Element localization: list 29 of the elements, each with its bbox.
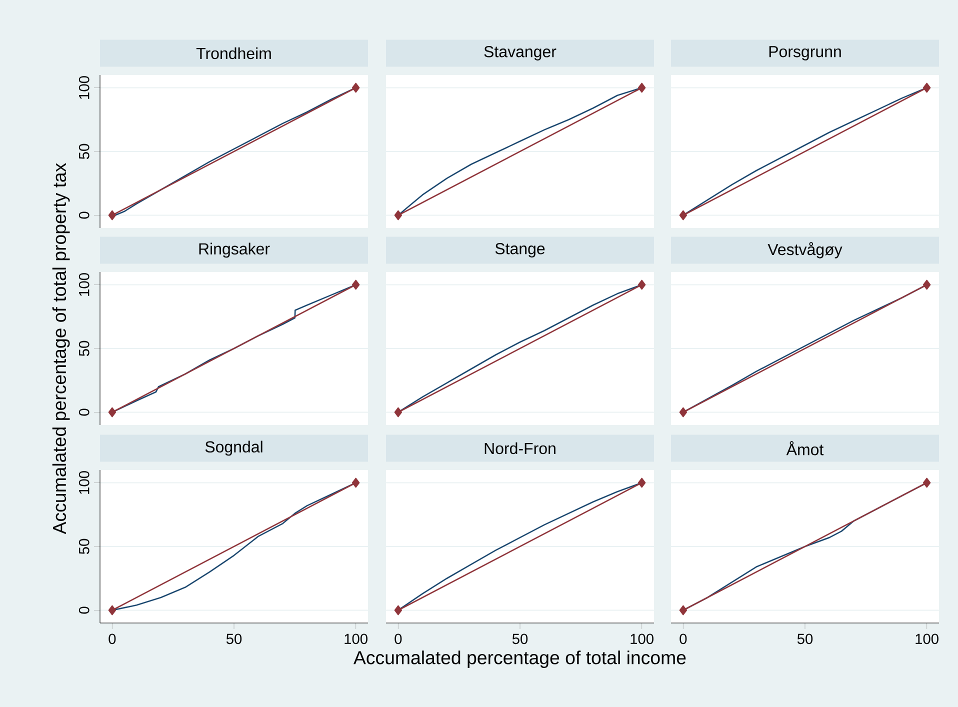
- x-tick-label: 100: [630, 634, 654, 644]
- chart-title: Stavanger: [484, 46, 556, 60]
- chart-title: Porsgrunn: [769, 46, 841, 60]
- y-tick-label: 50: [78, 538, 90, 554]
- y-tick-label: 0: [78, 606, 90, 614]
- y-tick-label: 0: [78, 212, 90, 219]
- x-tick-label: 100: [916, 634, 938, 644]
- x-tick-label: 0: [108, 634, 116, 644]
- x-tick-label: 50: [512, 634, 528, 644]
- y-tick-label: 100: [78, 273, 90, 296]
- y-tick-label: 50: [78, 144, 90, 160]
- y-axis-title: Accumalated percentage of total property tax: [52, 163, 70, 534]
- x-tick-label: 50: [226, 634, 242, 644]
- y-tick-label: 0: [78, 408, 90, 416]
- chart-title: Åmot: [786, 441, 824, 456]
- chart-title: Stange: [495, 242, 545, 258]
- chart-title: Vestvågøy: [768, 242, 842, 258]
- y-tick-label: 50: [78, 340, 90, 356]
- chart-title: Ringsaker: [199, 242, 270, 258]
- chart-title: Nord-Fron: [484, 442, 556, 454]
- chart-title: Sogndal: [205, 440, 262, 456]
- x-tick-label: 0: [680, 634, 687, 644]
- chart-title: Trondheim: [196, 47, 271, 60]
- x-tick-label: 0: [394, 634, 402, 644]
- x-axis-title: Accumalated percentage of total income: [354, 650, 686, 668]
- x-tick-label: 50: [797, 634, 813, 644]
- x-tick-label: 100: [344, 634, 368, 644]
- y-tick-label: 100: [78, 76, 90, 99]
- y-tick-label: 100: [78, 471, 90, 494]
